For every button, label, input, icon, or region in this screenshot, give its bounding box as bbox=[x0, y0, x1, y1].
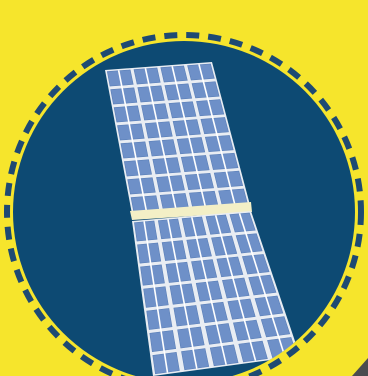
panel-lower-cells bbox=[134, 212, 298, 375]
upper-panel-busbar bbox=[117, 70, 148, 212]
lower-panel-busbar bbox=[214, 215, 257, 361]
junction-strip bbox=[130, 202, 252, 220]
panel-lower-busbars bbox=[143, 213, 286, 373]
upper-panel-busbar bbox=[144, 68, 177, 210]
lower-panel-busbar bbox=[143, 221, 169, 373]
lower-panel-busbar bbox=[167, 219, 198, 369]
upper-panel-busbar bbox=[198, 64, 236, 205]
corner-shadow bbox=[352, 358, 368, 376]
lower-panel-busbar bbox=[191, 217, 227, 365]
dashed-ring bbox=[4, 32, 364, 376]
panel-upper-busbars bbox=[117, 64, 236, 212]
lower-panel-busbar bbox=[238, 213, 286, 357]
upper-panel-busbar bbox=[171, 66, 207, 208]
solar-panel-icon bbox=[105, 62, 300, 376]
